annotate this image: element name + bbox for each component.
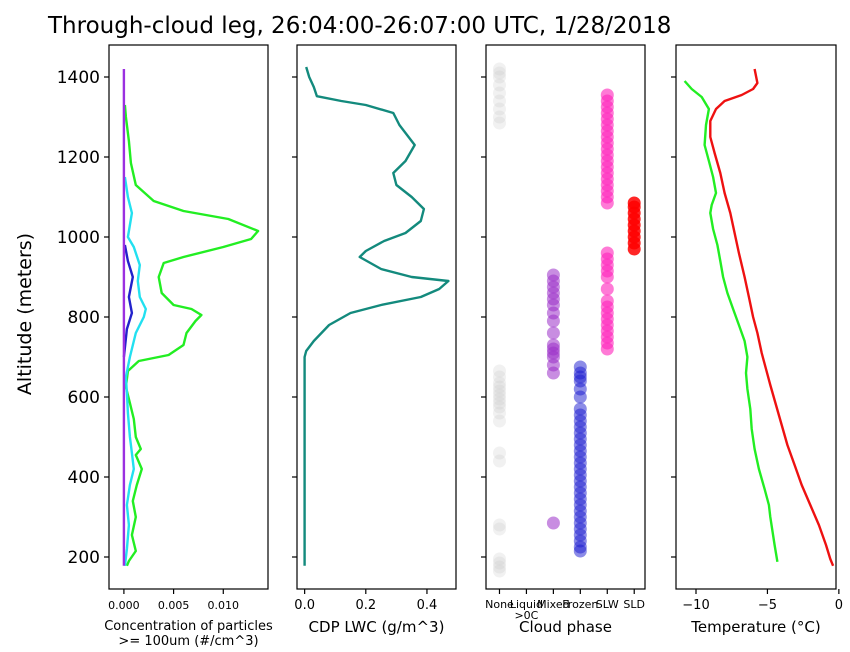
series-line-0 <box>303 66 450 566</box>
phase-point-none <box>493 370 506 384</box>
phase-point-none <box>493 518 506 532</box>
x-tick-label: >0C <box>514 609 538 622</box>
phase-point-frozen <box>573 360 587 374</box>
phase-point-none <box>493 66 506 80</box>
x-tick-label: 0.2 <box>355 598 376 613</box>
y-tick-label: 200 <box>68 548 100 568</box>
phase-point-slw <box>600 246 614 260</box>
x-tick-label: 0.0 <box>294 598 315 613</box>
series-line-2 <box>122 244 134 358</box>
plot-content <box>303 66 450 566</box>
phase-point-none <box>493 552 506 566</box>
phase-point-none <box>493 70 506 84</box>
x-axis-label: CDP LWC (g/m^3) <box>309 618 445 636</box>
phase-point-sld <box>627 196 641 210</box>
phase-point-none <box>493 384 506 398</box>
phase-point-slw <box>600 294 614 308</box>
phase-point-none <box>493 388 506 402</box>
y-tick-label: 600 <box>68 388 100 408</box>
phase-point-mixed <box>546 516 560 530</box>
phase-point-none <box>493 62 506 76</box>
phase-point-mixed <box>546 326 560 340</box>
panel-lwc: 0.0 0.2 0.4 CDP LWC (g/m^3) <box>292 44 457 636</box>
y-tick-label: 1400 <box>57 68 100 88</box>
series-line-1 <box>123 176 147 566</box>
phase-point-none <box>493 406 506 420</box>
plot-content <box>122 69 260 567</box>
x-axis-label: >= 100um (#/cm^3) <box>118 634 258 649</box>
phase-point-mixed <box>546 338 560 352</box>
phase-point-none <box>493 564 506 578</box>
chart-title: Through-cloud leg, 26:04:00-26:07:00 UTC… <box>47 13 671 39</box>
phase-point-none <box>493 102 506 116</box>
series-line-0 <box>683 80 779 562</box>
y-tick-label: 400 <box>68 468 100 488</box>
x-tick-label: Frozen <box>562 598 598 611</box>
x-axis-label: Concentration of particles <box>104 619 273 634</box>
x-tick-label: 0.010 <box>208 599 240 612</box>
series-line-1 <box>709 68 835 567</box>
x-tick-label: None <box>485 598 514 611</box>
phase-point-none <box>493 392 506 406</box>
phase-point-mixed <box>546 268 560 282</box>
phase-point-none <box>493 86 506 100</box>
x-tick-label: Liquid <box>510 598 543 611</box>
x-axis-label: Cloud phase <box>519 618 612 636</box>
plot-content <box>493 62 641 578</box>
phase-point-none <box>493 446 506 460</box>
panel-temperature: −10 −5 0 Temperature (°C) <box>671 44 843 636</box>
phase-point-none <box>493 522 506 536</box>
x-tick-label: 0 <box>835 598 843 613</box>
plot-area: 200 400 600 800 1000 1200 1400 0.000 0.005 0.010 C… <box>57 44 843 649</box>
phase-point-none <box>493 454 506 468</box>
phase-point-none <box>493 364 506 378</box>
x-tick-label: −5 <box>758 598 777 613</box>
axes-frame <box>485 44 646 590</box>
panel-concentration: 200 400 600 800 1000 1200 1400 0.000 0.005 0.010 C… <box>57 44 273 649</box>
x-tick-label: Mixed <box>537 598 569 611</box>
phase-point-none <box>493 376 506 390</box>
x-tick-label: 0.4 <box>417 598 438 613</box>
x-tick-label: 0.005 <box>158 599 190 612</box>
x-tick-label: −10 <box>682 598 709 613</box>
phase-point-none <box>493 94 506 108</box>
y-tick-label: 1000 <box>57 228 100 248</box>
x-tick-label: SLW <box>596 598 619 611</box>
phase-point-none <box>493 400 506 414</box>
phase-point-slw <box>600 88 614 102</box>
phase-point-none <box>493 380 506 394</box>
phase-point-none <box>493 556 506 570</box>
x-tick-label: SLD <box>623 598 645 611</box>
phase-point-slw <box>600 282 614 296</box>
x-tick-label: 0.000 <box>108 599 140 612</box>
phase-point-none <box>493 560 506 574</box>
axes-frame <box>296 44 457 590</box>
phase-point-none <box>493 110 506 124</box>
series-line-0 <box>123 104 260 567</box>
phase-point-frozen <box>573 402 587 416</box>
phase-point-none <box>493 78 506 92</box>
phase-point-none <box>493 414 506 428</box>
y-tick-label: 1200 <box>57 148 100 168</box>
y-tick-label: 800 <box>68 308 100 328</box>
y-axis-label: Altitude (meters) <box>14 233 36 395</box>
x-axis-label: Temperature (°C) <box>690 618 820 636</box>
plot-content <box>683 68 835 567</box>
phase-point-none <box>493 396 506 410</box>
phase-point-none <box>493 116 506 130</box>
